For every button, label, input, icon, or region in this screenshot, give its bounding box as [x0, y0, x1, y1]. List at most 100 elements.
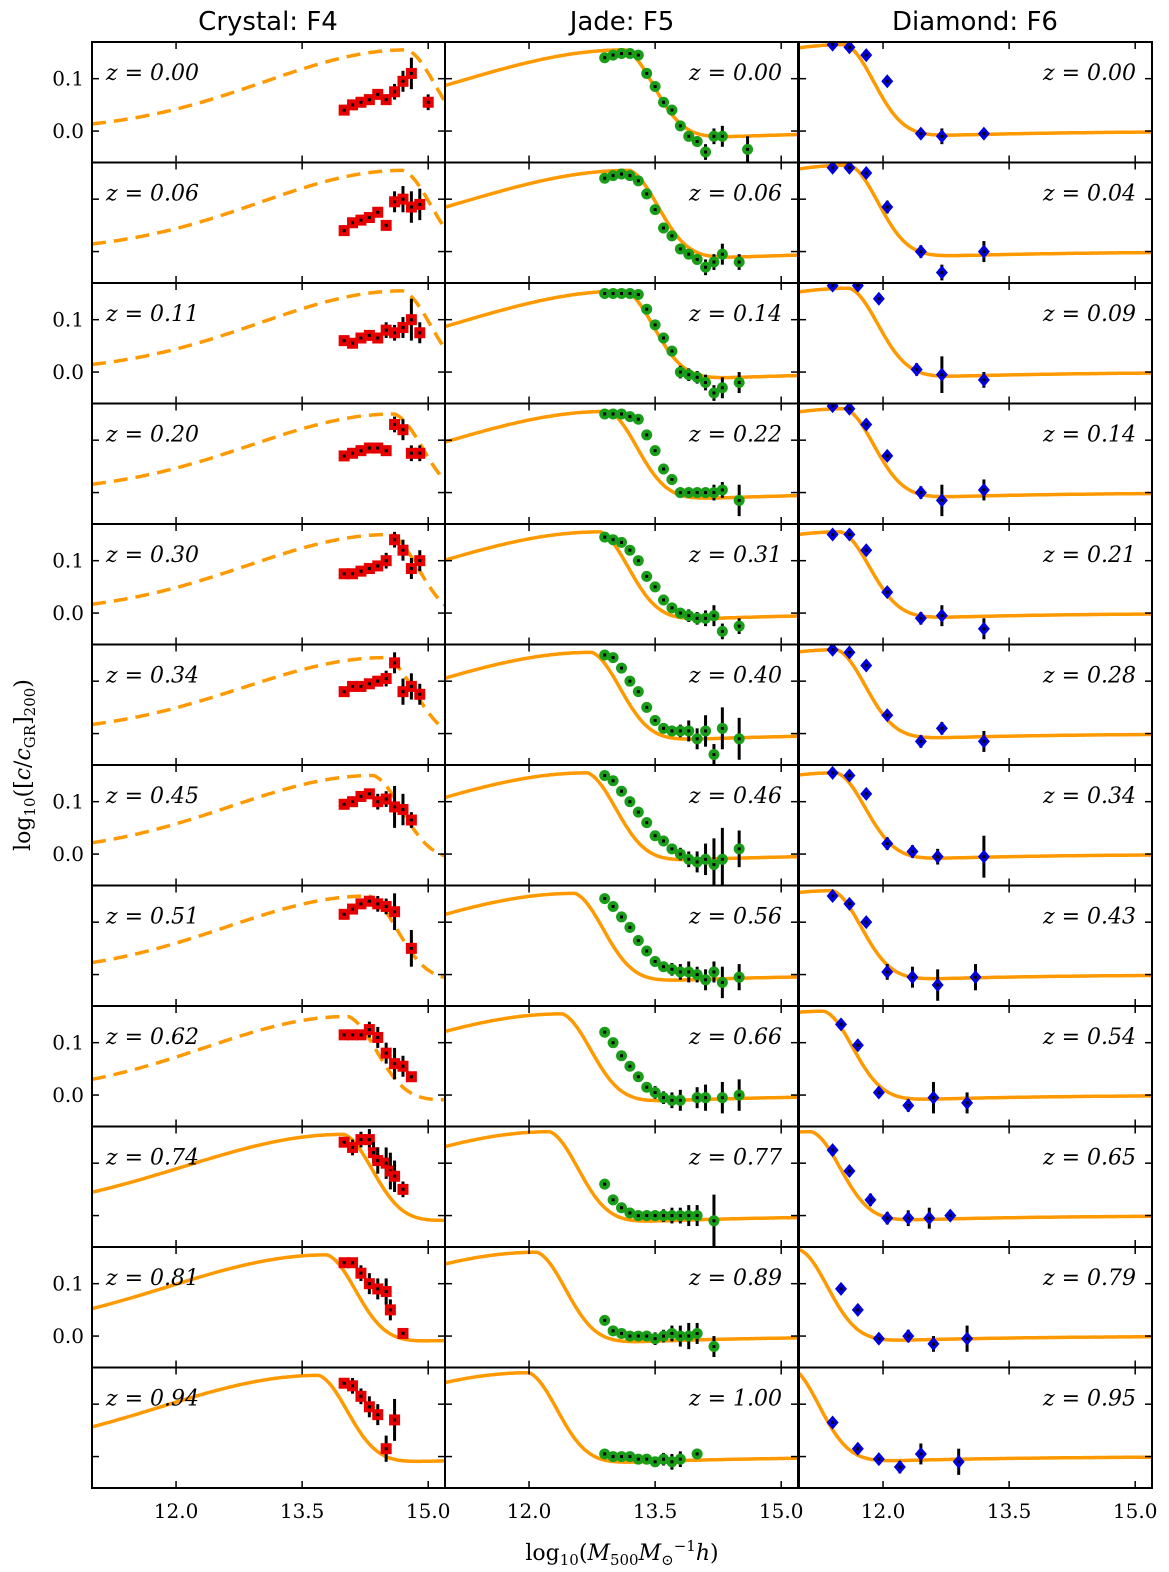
point-center	[687, 857, 691, 861]
point-center	[695, 1096, 699, 1100]
point-center	[351, 1033, 355, 1037]
point-center	[915, 367, 919, 371]
panel-f4-5: z = 0.34	[91, 643, 446, 766]
redshift-label: z = 0.66	[688, 1025, 782, 1050]
point-center	[409, 205, 413, 209]
panel-f6-11: z = 0.95 12.0 13.5 15.0	[798, 1366, 1157, 1523]
panel-f5-11: z = 1.00 12.0 13.5 15.0	[444, 1366, 803, 1523]
point-center	[847, 773, 851, 777]
point-center	[948, 1214, 952, 1218]
point-center	[620, 1331, 623, 1335]
point-center	[367, 792, 371, 796]
point-center	[628, 1455, 632, 1459]
point-center	[906, 1334, 910, 1338]
point-center	[670, 1460, 674, 1464]
point-center	[342, 1140, 346, 1144]
point-center	[376, 1413, 380, 1417]
point-center	[401, 690, 405, 694]
point-center	[864, 548, 868, 552]
point-center	[670, 1331, 674, 1335]
point-center	[603, 653, 607, 657]
point-center	[839, 1287, 843, 1291]
model-curve	[92, 1253, 445, 1343]
point-center	[831, 1421, 835, 1425]
model-curve	[799, 1129, 1152, 1222]
panel-f5-6: z = 0.46	[444, 764, 799, 887]
point-center	[376, 336, 380, 340]
point-center	[359, 794, 363, 798]
point-center	[367, 1138, 371, 1142]
point-center	[351, 1384, 355, 1388]
point-center	[342, 572, 346, 576]
point-center	[376, 1159, 380, 1163]
point-center	[611, 779, 615, 783]
point-center	[919, 491, 923, 495]
point-center	[877, 1337, 881, 1341]
point-center	[401, 548, 405, 552]
point-center	[611, 412, 615, 416]
point-center	[401, 326, 405, 330]
point-center	[831, 771, 835, 775]
point-center	[982, 739, 986, 743]
point-center	[831, 1148, 835, 1152]
point-center	[704, 616, 708, 620]
point-center	[712, 260, 716, 264]
model-curve	[799, 42, 1152, 137]
point-center	[384, 797, 388, 801]
point-center	[877, 1457, 881, 1461]
point-center	[898, 1465, 902, 1469]
model-curve	[799, 530, 1152, 619]
model-curve	[445, 530, 798, 621]
point-center	[620, 52, 623, 56]
point-center	[919, 250, 923, 254]
panel-f6-5: z = 0.28	[798, 643, 1153, 766]
point-center	[662, 336, 666, 340]
point-center	[653, 449, 657, 453]
y-tick-label: 0.1	[52, 67, 84, 91]
panel-f5-10: z = 0.89	[444, 1246, 799, 1369]
point-center	[653, 1090, 657, 1094]
point-center	[376, 1035, 380, 1039]
point-center	[351, 684, 355, 688]
point-center	[720, 386, 724, 390]
panel-f4-2: 0.1 0.0 z = 0.11	[52, 282, 446, 405]
point-center	[359, 569, 363, 573]
panel-f6-4: z = 0.21	[798, 523, 1153, 646]
point-center	[359, 684, 363, 688]
redshift-label: z = 0.46	[688, 784, 782, 809]
point-center	[342, 690, 346, 694]
point-center	[628, 415, 632, 419]
point-center	[628, 679, 632, 683]
point-center	[919, 1452, 923, 1456]
point-center	[737, 260, 741, 264]
point-center	[687, 491, 691, 495]
point-center	[662, 839, 666, 843]
point-center	[885, 205, 889, 209]
point-center	[401, 1331, 405, 1335]
point-center	[388, 1308, 392, 1312]
point-center	[868, 1198, 872, 1202]
point-center	[695, 1452, 699, 1456]
point-center	[653, 834, 657, 838]
point-center	[620, 172, 623, 176]
point-center	[720, 252, 724, 256]
redshift-label: z = 0.00	[105, 61, 199, 86]
point-center	[957, 1460, 961, 1464]
point-center	[393, 538, 397, 542]
point-center	[670, 234, 674, 238]
point-center	[712, 134, 716, 138]
panel-f5-8: z = 0.66	[444, 1005, 799, 1128]
point-center	[662, 1214, 666, 1218]
redshift-label: z = 0.14	[1042, 423, 1136, 448]
col-title-diamond: Diamond: F6	[892, 7, 1058, 37]
panel-f5-7: z = 0.56	[444, 884, 799, 1007]
point-center	[342, 454, 346, 458]
point-center	[965, 1337, 969, 1341]
redshift-label: z = 0.43	[1042, 905, 1136, 930]
point-center	[409, 71, 413, 75]
point-center	[864, 792, 868, 796]
point-center	[359, 1394, 363, 1398]
point-center	[603, 1452, 607, 1456]
point-center	[645, 705, 649, 709]
